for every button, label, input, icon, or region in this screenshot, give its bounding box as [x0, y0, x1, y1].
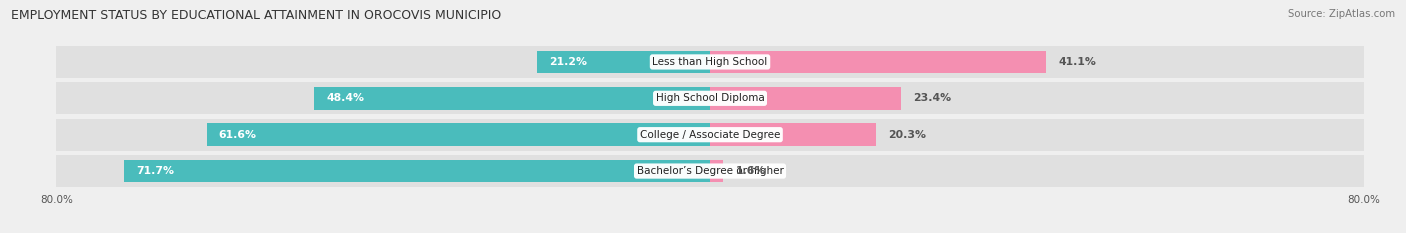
- Bar: [207, 123, 710, 146]
- Text: EMPLOYMENT STATUS BY EDUCATIONAL ATTAINMENT IN OROCOVIS MUNICIPIO: EMPLOYMENT STATUS BY EDUCATIONAL ATTAINM…: [11, 9, 502, 22]
- Text: Bachelor’s Degree or higher: Bachelor’s Degree or higher: [637, 166, 783, 176]
- Bar: [710, 160, 723, 182]
- Bar: [315, 87, 710, 110]
- Text: 71.7%: 71.7%: [136, 166, 174, 176]
- Text: Source: ZipAtlas.com: Source: ZipAtlas.com: [1288, 9, 1395, 19]
- Text: College / Associate Degree: College / Associate Degree: [640, 130, 780, 140]
- Text: 21.2%: 21.2%: [548, 57, 588, 67]
- Bar: [710, 51, 1046, 73]
- Bar: [710, 123, 876, 146]
- Bar: [537, 51, 710, 73]
- Text: 23.4%: 23.4%: [914, 93, 952, 103]
- Text: 1.6%: 1.6%: [735, 166, 766, 176]
- Text: Less than High School: Less than High School: [652, 57, 768, 67]
- Bar: [710, 87, 901, 110]
- Bar: [124, 160, 710, 182]
- Bar: [56, 46, 1364, 78]
- Bar: [56, 119, 1364, 151]
- Text: 48.4%: 48.4%: [326, 93, 364, 103]
- Text: 61.6%: 61.6%: [219, 130, 257, 140]
- Text: 41.1%: 41.1%: [1059, 57, 1097, 67]
- Text: High School Diploma: High School Diploma: [655, 93, 765, 103]
- Bar: [56, 82, 1364, 114]
- Text: 20.3%: 20.3%: [889, 130, 927, 140]
- Bar: [56, 155, 1364, 187]
